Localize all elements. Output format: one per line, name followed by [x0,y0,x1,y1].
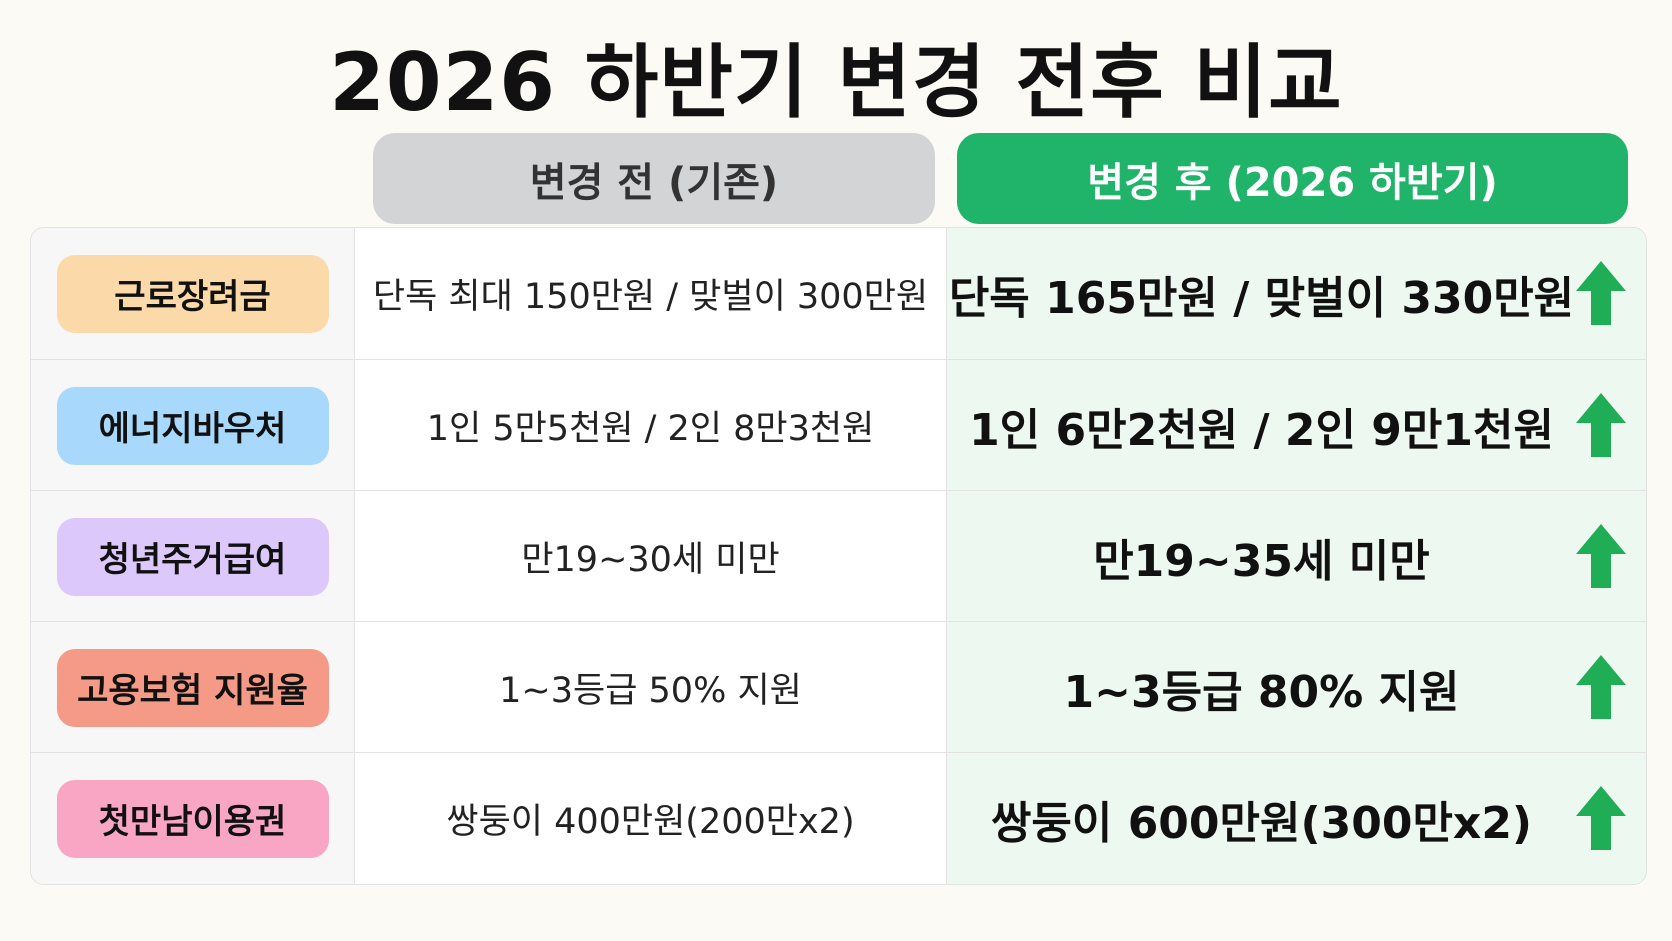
category-label: 첫만남이용권 [56,779,329,858]
category-label: 근로장려금 [56,254,329,333]
after-cell: 쌍둥이 600만원(300만x2) [947,753,1646,884]
before-value: 1~3등급 50% 지원 [355,622,947,753]
after-value: 단독 165만원 / 맞벌이 330만원 [948,272,1575,324]
before-value: 쌍둥이 400만원(200만x2) [355,753,947,884]
after-cell: 1인 6만2천원 / 2인 9만1천원 [947,360,1646,491]
after-value: 쌍둥이 600만원(300만x2) [990,797,1533,849]
label-cell: 청년주거급여 [31,491,355,622]
table-row: 근로장려금 단독 최대 150만원 / 맞벌이 300만원 단독 165만원 / 맞… [31,228,1646,359]
category-label: 청년주거급여 [56,517,329,596]
before-value: 만19~30세 미만 [355,491,947,622]
table-row: 청년주거급여 만19~30세 미만 만19~35세 미만 [31,490,1646,622]
after-cell: 1~3등급 80% 지원 [947,622,1646,753]
arrow-shape [1576,393,1626,457]
label-cell: 첫만남이용권 [31,753,355,884]
up-arrow [1576,524,1626,588]
after-value: 만19~35세 미만 [1093,535,1430,587]
after-value: 1인 6만2천원 / 2인 9만1천원 [969,404,1554,456]
table-row: 에너지바우처 1인 5만5천원 / 2인 8만3천원 1인 6만2천원 / 2인 9… [31,359,1646,491]
comparison-table: 근로장려금 단독 최대 150만원 / 맞벌이 300만원 단독 165만원 / 맞… [30,227,1647,885]
up-arrow [1576,655,1626,719]
table-row: 고용보험 지원율 1~3등급 50% 지원 1~3등급 80% 지원 [31,621,1646,753]
up-arrow [1576,786,1626,850]
up-arrow [1576,393,1626,457]
up-arrow [1576,261,1626,325]
label-cell: 근로장려금 [31,228,355,359]
arrow-shape [1576,524,1626,588]
label-cell: 에너지바우처 [31,360,355,491]
after-cell: 만19~35세 미만 [947,491,1646,622]
header-before: 변경 전 (기존) [373,133,935,224]
arrow-shape [1576,655,1626,719]
before-value: 단독 최대 150만원 / 맞벌이 300만원 [355,228,947,359]
after-cell: 단독 165만원 / 맞벌이 330만원 [947,228,1646,359]
before-value: 1인 5만5천원 / 2인 8만3천원 [355,360,947,491]
header-after: 변경 후 (2026 하반기) [957,133,1628,224]
category-label: 고용보험 지원율 [56,648,329,727]
label-cell: 고용보험 지원율 [31,622,355,753]
arrow-shape [1576,261,1626,325]
table-row: 첫만남이용권 쌍둥이 400만원(200만x2) 쌍둥이 600만원(300만x2) [31,752,1646,884]
category-label: 에너지바우처 [56,386,329,465]
title: 2026 하반기 변경 전후 비교 [329,36,1343,129]
arrow-shape [1576,786,1626,850]
after-value: 1~3등급 80% 지원 [1063,666,1460,718]
